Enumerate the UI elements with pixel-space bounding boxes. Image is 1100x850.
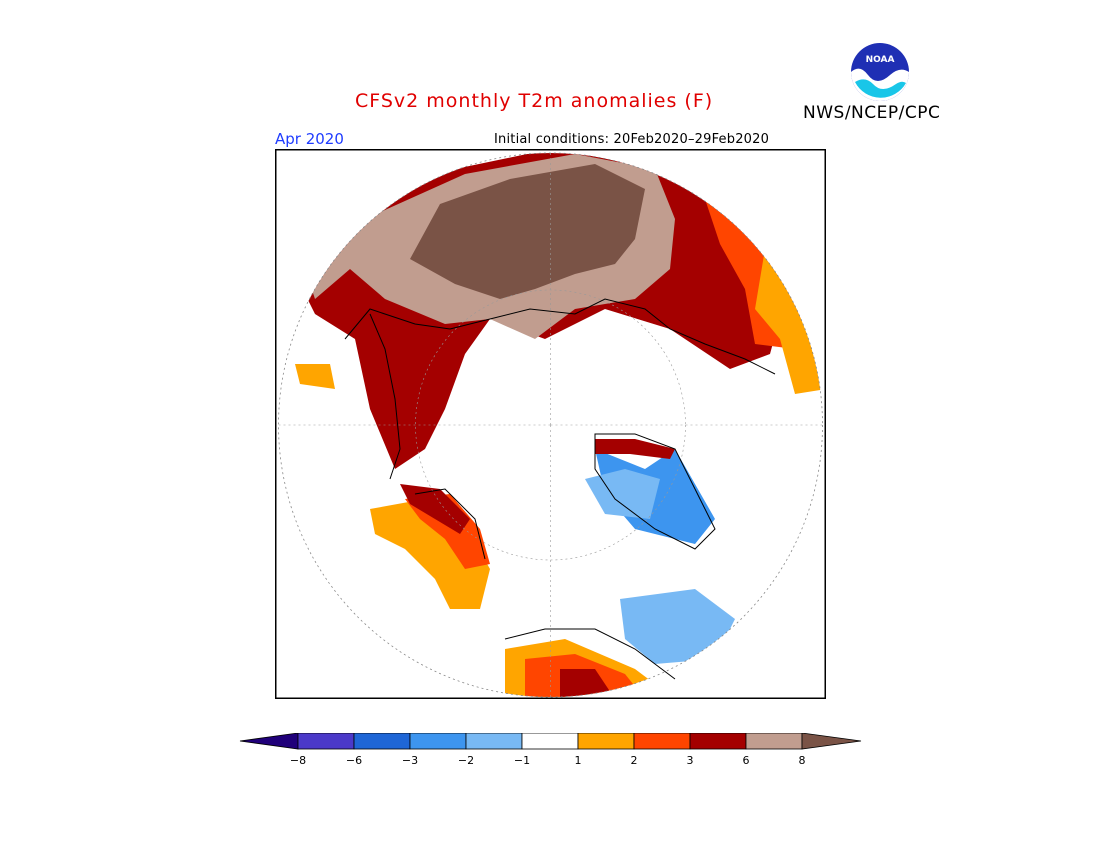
noaa-logo: NOAA xyxy=(851,43,909,101)
colorbar-cell xyxy=(689,733,747,750)
coastlines xyxy=(344,298,776,680)
colorbar-arrow-high xyxy=(801,733,862,750)
anomaly-region-hudson-blue xyxy=(620,589,735,664)
anomaly-region-greenland-darkred xyxy=(400,484,470,534)
colorbar-arrow-low xyxy=(239,733,299,750)
colorbar-cell xyxy=(297,733,355,750)
anomaly-region-atlantic-darkred xyxy=(560,669,615,697)
colorbar-cell xyxy=(353,733,411,750)
colorbar-cell xyxy=(577,733,635,750)
colorbar: −8 −6 −3 −2 −1 1 2 3 6 8 xyxy=(239,733,862,767)
initial-conditions-label: Initial conditions: 20Feb2020–29Feb2020 xyxy=(494,132,770,147)
colorbar-cell xyxy=(465,733,523,750)
anomaly-region-eurasia-orange xyxy=(755,249,823,394)
colorbar-cell xyxy=(745,733,803,750)
colorbar-tick-label: 3 xyxy=(687,754,694,767)
colorbar-tick-label: −3 xyxy=(402,754,418,767)
anomaly-region-small-orange xyxy=(295,364,335,389)
forecast-month: Apr 2020 xyxy=(275,130,344,148)
anomaly-region-alaska-red xyxy=(595,439,675,459)
colorbar-tick-label: 8 xyxy=(799,754,806,767)
anomaly-region-siberia-brown xyxy=(410,164,645,299)
colorbar-cell xyxy=(409,733,467,750)
colorbar-tick-label: −8 xyxy=(290,754,306,767)
colorbar-tick-label: 2 xyxy=(631,754,638,767)
colorbar-tick-label: 1 xyxy=(575,754,582,767)
map-frame xyxy=(275,149,826,699)
agency-label: NWS/NCEP/CPC xyxy=(803,103,941,123)
colorbar-tick-label: −6 xyxy=(346,754,362,767)
colorbar-tick-label: 6 xyxy=(743,754,750,767)
polar-anomaly-map xyxy=(275,149,826,699)
colorbar-tick-label: −1 xyxy=(514,754,530,767)
colorbar-cell xyxy=(633,733,691,750)
colorbar-tick-label: −2 xyxy=(458,754,474,767)
colorbar-cell xyxy=(521,733,579,750)
longitude-lines xyxy=(279,153,822,697)
svg-text:NOAA: NOAA xyxy=(866,55,895,65)
